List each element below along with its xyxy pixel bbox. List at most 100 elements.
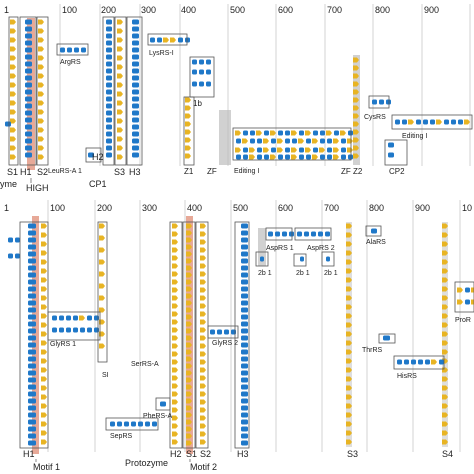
strand-icon xyxy=(38,55,44,61)
strand-icon xyxy=(38,37,44,43)
helix-icon xyxy=(241,370,248,376)
frame-seprs xyxy=(105,417,159,431)
frame-h1 xyxy=(19,16,37,166)
strand-icon xyxy=(186,342,192,348)
strand-icon xyxy=(457,299,463,305)
helix-icon xyxy=(199,81,204,87)
helix-icon xyxy=(285,138,290,144)
label-h3: H3 xyxy=(129,167,141,177)
helix-icon xyxy=(289,231,294,237)
strand-icon xyxy=(186,251,192,257)
strand-icon xyxy=(10,37,16,43)
helix-icon xyxy=(25,33,32,39)
helix-icon xyxy=(132,152,139,158)
frame-2b-3 xyxy=(321,251,335,267)
strand-icon xyxy=(298,138,304,144)
strand-icon xyxy=(442,295,448,301)
helix-icon xyxy=(326,256,330,262)
strand-icon xyxy=(38,145,44,151)
helix-icon xyxy=(106,124,112,130)
label-argrs: ArgRS xyxy=(60,59,81,66)
strand-icon xyxy=(172,271,178,277)
bot-tick-700: 700 xyxy=(324,203,339,213)
helix-icon xyxy=(106,117,112,123)
top-tick-800: 800 xyxy=(375,5,390,15)
helix-icon xyxy=(348,130,353,136)
label-bs1: S1 xyxy=(186,449,197,459)
helix-icon xyxy=(386,99,391,105)
helix-icon xyxy=(106,19,112,25)
helix-icon xyxy=(28,272,36,278)
helix-icon xyxy=(241,356,248,362)
strand-icon xyxy=(353,153,359,159)
helix-icon xyxy=(439,359,444,365)
strand-icon xyxy=(200,431,206,437)
helix-icon xyxy=(132,47,139,53)
helix-icon xyxy=(278,130,283,136)
helix-icon xyxy=(306,154,311,160)
strand-icon xyxy=(117,37,123,43)
bot-tick-600: 600 xyxy=(278,203,293,213)
bot-tick-200: 200 xyxy=(97,203,112,213)
bottom-axis: 1 100 200 300 400 500 600 700 800 900 10 xyxy=(4,203,472,213)
strand-icon xyxy=(117,145,123,151)
frame-s2 xyxy=(36,16,49,166)
strand-icon xyxy=(172,319,178,325)
strand-icon xyxy=(200,263,206,269)
helix-icon xyxy=(192,69,197,75)
strand-icon xyxy=(346,412,352,418)
strand-icon xyxy=(172,415,178,421)
strand-icon xyxy=(353,105,359,111)
strand-icon xyxy=(346,232,352,238)
frame-bh3 xyxy=(234,221,250,449)
helix-icon xyxy=(458,119,463,125)
strand-icon xyxy=(41,412,47,418)
helix-icon xyxy=(8,237,13,243)
helix-icon xyxy=(15,237,20,243)
strand-icon xyxy=(333,154,339,160)
helix-icon xyxy=(59,327,64,333)
strand-icon xyxy=(41,241,47,247)
strand-icon xyxy=(442,349,448,355)
helix-icon xyxy=(160,401,166,407)
strand-icon xyxy=(346,358,352,364)
strand-icon xyxy=(172,383,178,389)
frame-hisrs xyxy=(393,355,445,370)
bottom-grid xyxy=(47,200,461,452)
bot-tick-1000: 10 xyxy=(462,203,472,213)
helix-icon xyxy=(192,59,197,65)
strand-icon xyxy=(172,327,178,333)
strand-icon xyxy=(471,299,474,305)
strand-icon xyxy=(172,239,178,245)
strand-icon xyxy=(117,109,123,115)
helix-icon xyxy=(28,328,36,334)
helix-icon xyxy=(451,119,456,125)
strand-icon xyxy=(117,19,123,25)
strand-icon xyxy=(186,314,192,320)
helix-icon xyxy=(236,154,241,160)
helix-icon xyxy=(66,327,71,333)
label-s1: S1 xyxy=(7,167,18,177)
label-editing-1: Editing I xyxy=(234,168,259,175)
strand-icon xyxy=(186,356,192,362)
strand-icon xyxy=(41,349,47,355)
strand-icon xyxy=(200,319,206,325)
helix-icon xyxy=(243,147,248,153)
strand-icon xyxy=(263,147,269,153)
helix-icon xyxy=(110,421,115,427)
helix-icon xyxy=(132,75,139,81)
label-protozyme: Protozyme xyxy=(125,458,168,468)
helix-icon xyxy=(299,154,304,160)
strand-icon xyxy=(249,147,255,153)
helix-icon xyxy=(444,119,449,125)
helix-icon xyxy=(418,359,423,365)
label-leurs: LeuRS-A 1 xyxy=(48,168,82,175)
helix-icon xyxy=(278,154,283,160)
frame-s3 xyxy=(114,16,127,166)
label-bs3: S3 xyxy=(347,449,358,459)
strand-icon xyxy=(99,343,105,349)
helix-icon xyxy=(132,103,139,109)
strand-icon xyxy=(346,322,352,328)
helix-icon xyxy=(25,138,32,144)
top-structure-glyphs xyxy=(5,19,470,160)
